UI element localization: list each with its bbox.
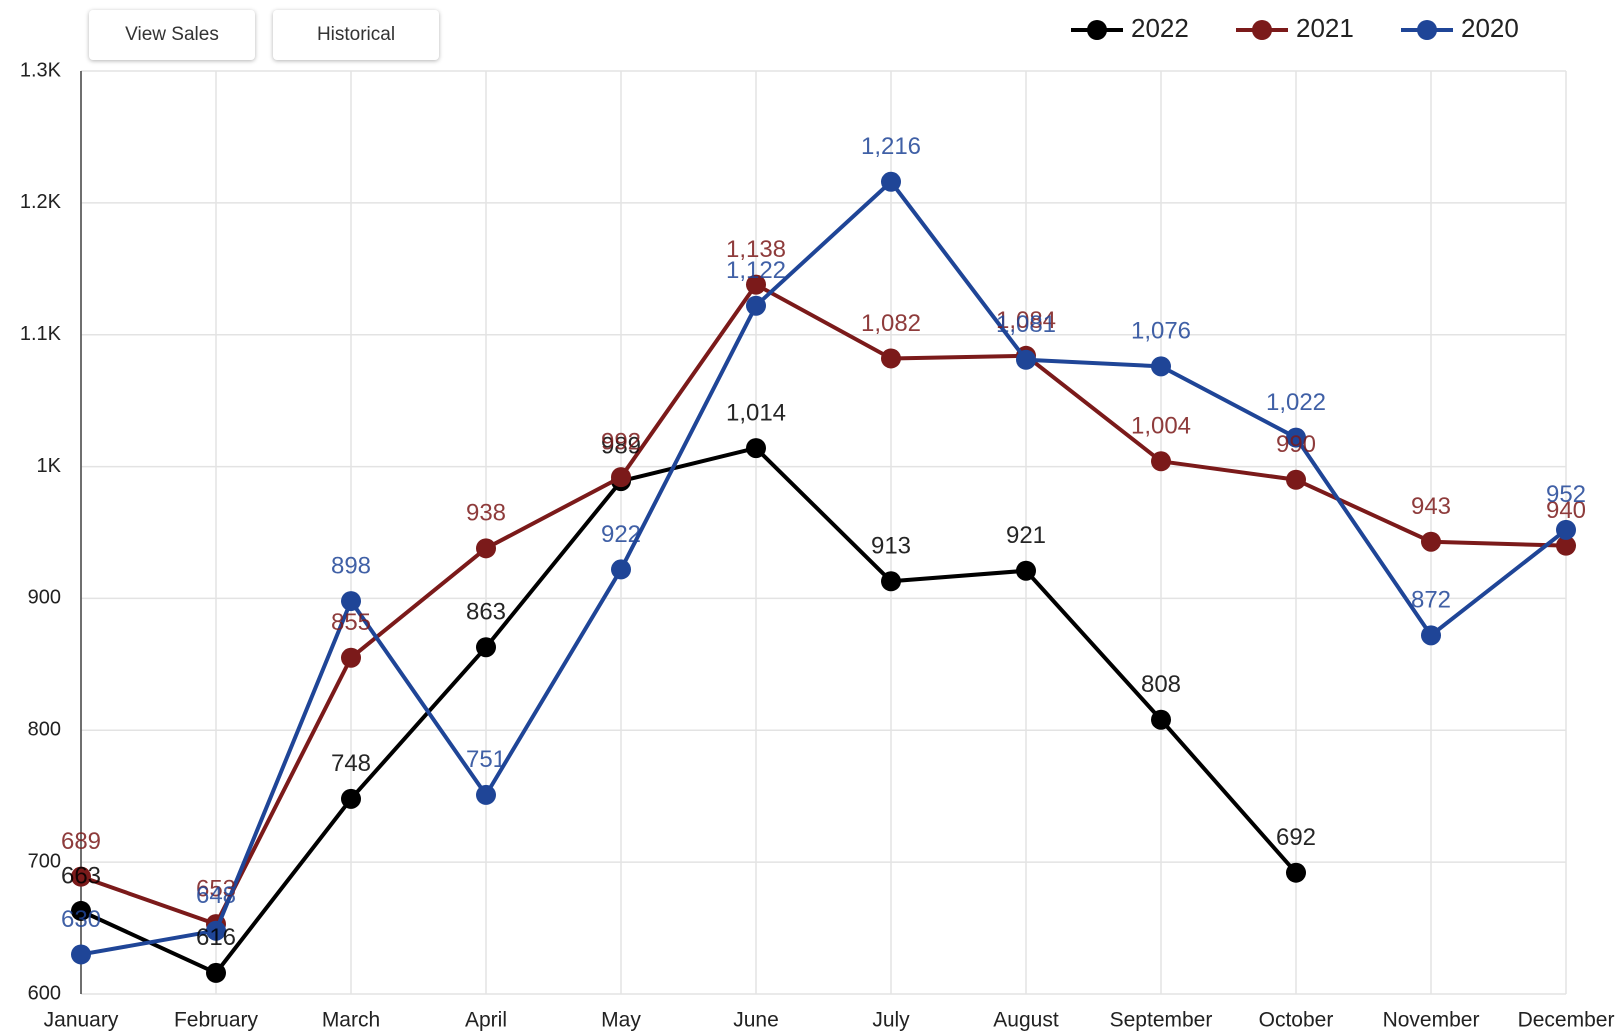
data-label: 692 — [1276, 824, 1316, 851]
data-label: 990 — [1276, 431, 1316, 458]
y-tick-label: 1.2K — [20, 191, 62, 213]
data-label: 689 — [61, 828, 101, 855]
legend-marker — [1417, 20, 1437, 40]
data-label: 992 — [601, 428, 641, 455]
data-label: 913 — [871, 533, 911, 560]
x-tick-label: January — [44, 1009, 119, 1032]
data-point — [881, 571, 901, 592]
data-label: 751 — [466, 746, 506, 773]
x-tick-label: September — [1110, 1009, 1213, 1032]
historical-button[interactable]: Historical — [273, 10, 439, 60]
data-point — [476, 637, 496, 658]
y-tick-label: 1.3K — [20, 59, 62, 81]
data-point — [1151, 451, 1171, 472]
data-label: 952 — [1546, 481, 1586, 508]
data-point — [611, 467, 631, 488]
data-point — [341, 788, 361, 809]
data-label: 1,082 — [861, 310, 921, 337]
data-label: 1,216 — [861, 133, 921, 160]
data-label: 808 — [1141, 671, 1181, 698]
y-tick-label: 700 — [28, 850, 61, 872]
data-point — [476, 784, 496, 805]
data-label: 630 — [61, 906, 101, 933]
data-label: 943 — [1411, 493, 1451, 520]
legend-marker — [1087, 20, 1107, 40]
x-tick-label: May — [601, 1009, 641, 1032]
series-line — [80, 179, 1568, 957]
data-label: 616 — [196, 924, 236, 951]
y-tick-label: 600 — [28, 982, 61, 1004]
data-label: 921 — [1006, 522, 1046, 549]
data-point — [1016, 349, 1036, 370]
data-point — [476, 538, 496, 559]
x-tick-label: March — [322, 1009, 380, 1032]
legend-label: 2020 — [1461, 13, 1519, 43]
x-tick-label: July — [872, 1009, 910, 1032]
data-label: 1,138 — [726, 236, 786, 263]
y-tick-label: 1.1K — [20, 323, 62, 345]
data-point — [746, 438, 766, 459]
x-tick-label: August — [993, 1009, 1059, 1032]
data-label: 855 — [331, 609, 371, 636]
x-tick-label: October — [1259, 1009, 1334, 1032]
data-point — [341, 647, 361, 668]
data-point — [1286, 469, 1306, 490]
view-sales-button[interactable]: View Sales — [89, 10, 255, 60]
x-tick-label: December — [1518, 1009, 1615, 1032]
data-label: 1,122 — [726, 257, 786, 284]
x-tick-label: February — [174, 1009, 259, 1032]
data-label: 938 — [466, 500, 506, 527]
data-point — [746, 295, 766, 316]
data-label: 898 — [331, 552, 371, 579]
data-label: 1,014 — [726, 399, 786, 426]
legend-marker — [1252, 20, 1272, 40]
data-point — [206, 920, 226, 941]
data-point — [1421, 531, 1441, 552]
data-point — [1286, 427, 1306, 448]
y-tick-label: 1K — [37, 455, 62, 477]
data-point — [881, 171, 901, 192]
data-label: 663 — [61, 862, 101, 889]
data-label: 1,081 — [996, 311, 1056, 338]
data-point — [881, 348, 901, 369]
data-point — [1421, 625, 1441, 646]
data-label: 1,022 — [1266, 389, 1326, 416]
data-label: 1,076 — [1131, 318, 1191, 345]
data-point — [341, 591, 361, 612]
data-label: 872 — [1411, 587, 1451, 614]
x-tick-label: April — [465, 1009, 507, 1032]
data-label: 940 — [1546, 497, 1586, 524]
data-label: 1,004 — [1131, 413, 1191, 440]
data-label: 863 — [466, 599, 506, 626]
data-point — [611, 559, 631, 580]
data-point — [71, 944, 91, 965]
data-point — [71, 900, 91, 921]
data-point — [206, 962, 226, 983]
series-line — [80, 446, 1298, 975]
data-point — [71, 866, 91, 887]
legend-label: 2021 — [1296, 13, 1354, 43]
data-point — [1016, 560, 1036, 581]
y-tick-label: 800 — [28, 719, 61, 741]
data-point — [1286, 862, 1306, 883]
data-label: 1,084 — [996, 307, 1056, 334]
data-label: 748 — [331, 750, 371, 777]
data-point — [1151, 709, 1171, 730]
data-label: 648 — [196, 882, 236, 909]
legend-label: 2022 — [1131, 13, 1189, 43]
data-label: 989 — [601, 432, 641, 459]
y-tick-label: 900 — [28, 587, 61, 609]
data-point — [746, 274, 766, 295]
series-line — [80, 282, 1567, 927]
x-tick-label: June — [733, 1009, 779, 1032]
data-label: 653 — [196, 875, 236, 902]
data-point — [1556, 519, 1576, 540]
x-tick-label: November — [1383, 1009, 1480, 1032]
data-point — [1151, 356, 1171, 377]
data-point — [1556, 535, 1576, 556]
data-label: 922 — [601, 521, 641, 548]
